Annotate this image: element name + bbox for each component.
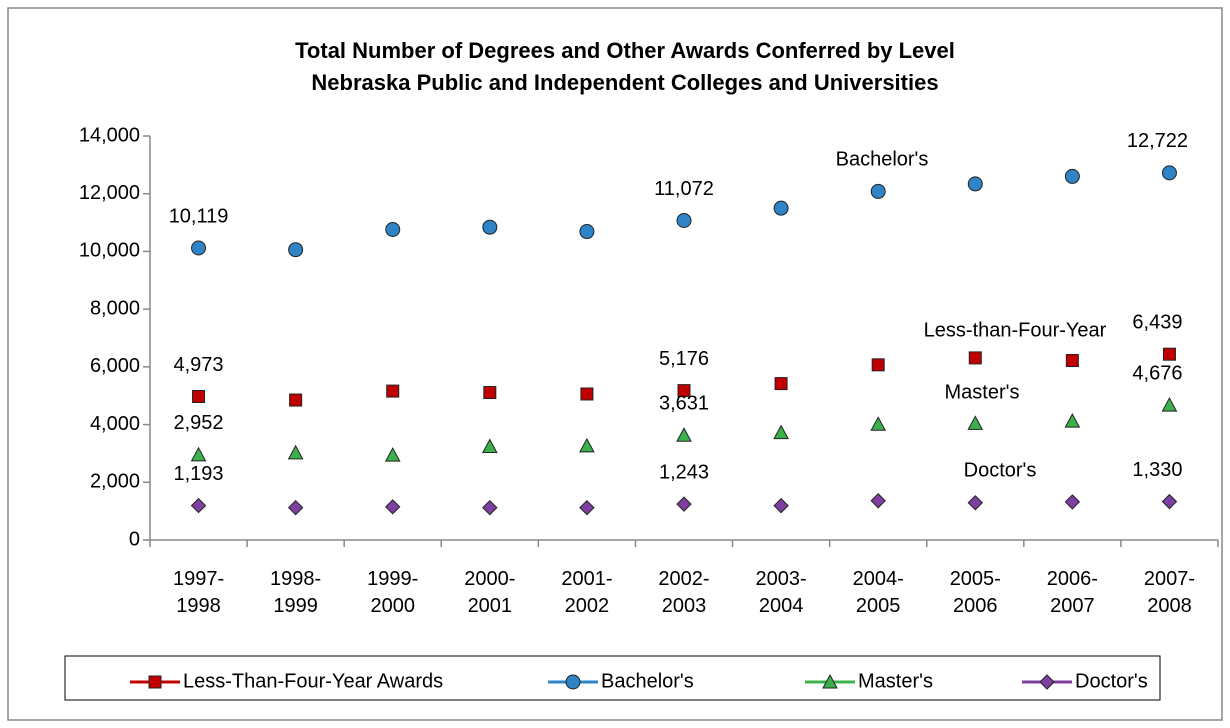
y-tick-label: 12,000 — [79, 182, 140, 204]
data-label: 4,973 — [174, 354, 224, 376]
data-point — [289, 393, 303, 407]
x-tick-label: 2001-2002 — [561, 568, 612, 617]
x-tick-label: 2007-2008 — [1144, 568, 1195, 617]
data-point — [483, 386, 497, 400]
x-tick-label: 2005-2006 — [950, 568, 1001, 617]
chart-frame — [7, 7, 1223, 721]
data-point — [1162, 347, 1176, 361]
y-tick-label: 14,000 — [79, 124, 140, 146]
data-point — [1161, 493, 1178, 510]
legend-label: Doctor's — [1075, 670, 1148, 692]
x-tick-label: 2004-2005 — [853, 568, 904, 617]
data-label: 11,072 — [654, 178, 714, 200]
data-point — [482, 499, 498, 516]
data-label: 6,439 — [1132, 311, 1182, 333]
legend-label: Bachelor's — [601, 670, 694, 692]
data-point — [287, 499, 304, 516]
data-point — [870, 183, 886, 199]
data-point — [967, 415, 984, 430]
data-point — [288, 242, 304, 258]
data-point — [1161, 165, 1177, 181]
data-point — [677, 384, 691, 398]
data-point — [967, 495, 983, 511]
data-point — [968, 351, 982, 365]
data-point — [384, 447, 401, 462]
data-point — [774, 377, 788, 391]
x-tick-label: 1999-2000 — [367, 568, 418, 617]
data-label: 5,176 — [659, 348, 709, 370]
data-label: 1,243 — [659, 461, 709, 483]
y-tick-label: 8,000 — [90, 297, 140, 319]
y-tick-label: 4,000 — [90, 413, 140, 435]
data-point — [1064, 494, 1081, 510]
data-point — [579, 224, 595, 240]
data-point — [1064, 413, 1081, 428]
data-point — [773, 200, 789, 216]
data-point — [676, 212, 692, 228]
data-point — [676, 496, 692, 512]
data-point — [1161, 397, 1178, 412]
chart-title: Total Number of Degrees and Other Awards… — [295, 38, 955, 63]
x-tick-label: 2006-2007 — [1047, 568, 1098, 617]
series-annotation: Master's — [945, 381, 1020, 403]
data-point — [190, 497, 207, 514]
legend-label: Less-Than-Four-Year Awards — [183, 670, 443, 692]
data-label: 2,952 — [174, 412, 224, 434]
x-tick-label: 2002-2003 — [658, 568, 709, 617]
data-point — [579, 499, 595, 516]
data-point — [482, 219, 498, 235]
data-point — [967, 176, 983, 192]
legend-marker — [565, 674, 581, 690]
data-point — [1065, 354, 1079, 368]
data-point — [870, 493, 886, 509]
data-point — [191, 240, 207, 256]
data-point — [385, 221, 401, 237]
data-point — [192, 389, 206, 403]
data-point — [386, 384, 400, 398]
x-tick-label: 1997-1998 — [173, 568, 224, 617]
data-point — [773, 497, 789, 514]
data-label: 3,631 — [659, 393, 709, 415]
data-point — [385, 499, 401, 515]
legend-marker — [148, 675, 162, 689]
x-tick-label: 2000-2001 — [464, 568, 515, 617]
data-label: 1,330 — [1132, 459, 1182, 481]
y-tick-label: 0 — [129, 528, 140, 550]
data-label: 4,676 — [1132, 362, 1182, 384]
series-annotation: Less-than-Four-Year — [924, 319, 1107, 341]
data-point — [871, 358, 885, 372]
legend-marker — [822, 673, 838, 689]
data-point — [1064, 168, 1080, 184]
y-tick-label: 6,000 — [90, 355, 140, 377]
legend-box — [64, 655, 1161, 701]
data-label: 12,722 — [1127, 130, 1188, 152]
data-point — [580, 387, 594, 401]
data-point — [579, 437, 595, 453]
data-point — [870, 416, 887, 431]
series-annotation: Doctor's — [964, 459, 1037, 481]
x-tick-label: 1998-1999 — [270, 568, 321, 617]
data-point — [773, 424, 789, 440]
y-tick-label: 2,000 — [90, 471, 140, 493]
data-point — [676, 427, 692, 442]
y-tick-label: 10,000 — [79, 240, 140, 262]
data-label: 1,193 — [174, 463, 224, 485]
series-annotation: Bachelor's — [836, 148, 929, 170]
data-point — [481, 438, 498, 454]
legend-label: Master's — [858, 670, 933, 692]
data-point — [190, 446, 207, 462]
x-tick-label: 2003-2004 — [756, 568, 807, 617]
legend-marker — [1039, 674, 1055, 690]
data-point — [287, 444, 304, 460]
chart-title: Nebraska Public and Independent Colleges… — [311, 70, 938, 95]
data-label: 10,119 — [169, 205, 229, 227]
